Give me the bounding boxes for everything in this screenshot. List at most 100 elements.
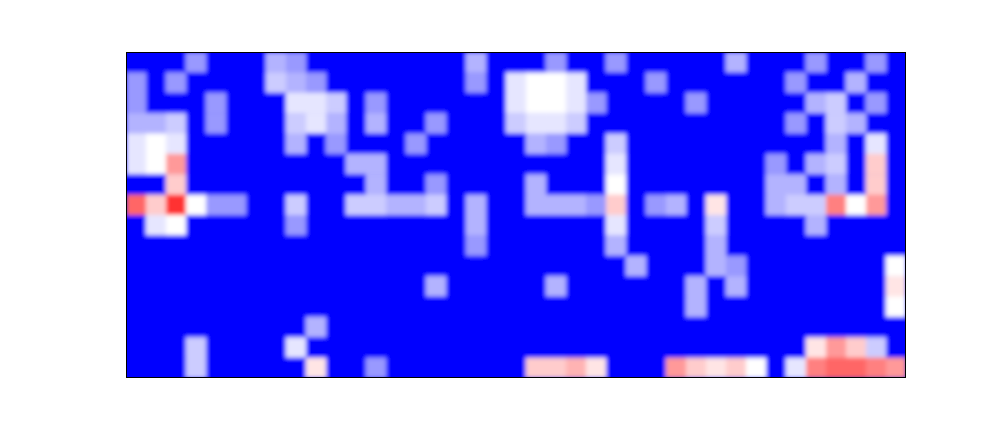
heat-cell — [546, 134, 567, 155]
heat-cell — [306, 113, 327, 134]
heat-cell — [706, 113, 727, 134]
heat-cell — [706, 337, 727, 358]
heat-cell — [326, 317, 347, 338]
heat-cell — [666, 256, 687, 277]
heat-cell — [186, 195, 207, 216]
heat-cell — [746, 134, 767, 155]
heat-cell — [166, 317, 187, 338]
heat-cell — [606, 174, 627, 195]
heat-cell — [886, 134, 906, 155]
heat-cell — [246, 154, 267, 175]
heat-cell — [406, 72, 427, 93]
heat-cell — [886, 215, 906, 236]
heat-cell — [526, 72, 547, 93]
heat-cell — [386, 195, 407, 216]
heat-cell — [386, 317, 407, 338]
heat-cell — [546, 317, 567, 338]
heat-cell — [326, 52, 347, 73]
heat-cell — [126, 113, 147, 134]
heat-cell — [806, 93, 827, 114]
heat-cell — [886, 358, 906, 378]
heat-cell — [246, 215, 267, 236]
heat-cell — [246, 337, 267, 358]
heat-cell — [366, 195, 387, 216]
heat-cell — [266, 134, 287, 155]
heat-cell — [186, 52, 207, 73]
heat-cell — [666, 317, 687, 338]
heat-cell — [866, 195, 887, 216]
heat-cell — [746, 276, 767, 297]
heat-cell — [426, 154, 447, 175]
heat-cell — [546, 235, 567, 256]
heat-cell — [206, 113, 227, 134]
heat-cell — [706, 93, 727, 114]
heat-cell — [146, 215, 167, 236]
heat-cell — [606, 256, 627, 277]
heat-cell — [846, 297, 867, 318]
heat-cell — [226, 235, 247, 256]
heat-cell — [206, 235, 227, 256]
heat-cell — [306, 195, 327, 216]
heat-cell — [586, 72, 607, 93]
heat-cell — [806, 195, 827, 216]
heat-cell — [286, 297, 307, 318]
heat-cell — [506, 195, 527, 216]
heat-cell — [466, 154, 487, 175]
heat-cell — [766, 256, 787, 277]
heat-cell — [786, 113, 807, 134]
heat-cell — [606, 113, 627, 134]
heat-cell — [526, 297, 547, 318]
heat-cell — [466, 134, 487, 155]
heat-cell — [606, 93, 627, 114]
heat-cell — [286, 134, 307, 155]
heat-cell — [126, 256, 147, 277]
heat-cell — [466, 174, 487, 195]
heat-cell — [666, 134, 687, 155]
heat-cell — [446, 337, 467, 358]
heat-cell — [786, 174, 807, 195]
heat-cell — [746, 256, 767, 277]
heat-cell — [826, 154, 847, 175]
heat-cell — [726, 235, 747, 256]
heat-cell — [566, 337, 587, 358]
heat-cell — [486, 195, 507, 216]
heat-cell — [426, 317, 447, 338]
heat-cell — [866, 276, 887, 297]
heat-cell — [526, 93, 547, 114]
heat-cell — [466, 256, 487, 277]
heat-cell — [806, 52, 827, 73]
heat-cell — [726, 276, 747, 297]
heat-cell — [866, 113, 887, 134]
heat-cell — [646, 215, 667, 236]
heat-cell — [606, 215, 627, 236]
heat-cell — [606, 358, 627, 378]
heat-cell — [706, 195, 727, 216]
heat-cell — [606, 195, 627, 216]
heat-cell — [706, 134, 727, 155]
heat-cell — [546, 297, 567, 318]
heat-cell — [526, 134, 547, 155]
heat-cell — [726, 195, 747, 216]
heat-cell — [386, 297, 407, 318]
heat-cell — [506, 235, 527, 256]
heat-cell — [586, 93, 607, 114]
heat-cell — [886, 154, 906, 175]
heat-cell — [826, 235, 847, 256]
heat-cell — [746, 317, 767, 338]
heat-cell — [326, 215, 347, 236]
heat-cell — [566, 134, 587, 155]
heat-cell — [126, 337, 147, 358]
heat-cell — [646, 235, 667, 256]
heat-cell — [746, 72, 767, 93]
heat-cell — [746, 358, 767, 378]
heat-cell — [886, 72, 906, 93]
heat-cell — [726, 134, 747, 155]
heat-cell — [446, 297, 467, 318]
heat-cell — [266, 113, 287, 134]
heat-cell — [886, 113, 906, 134]
heat-cell — [686, 276, 707, 297]
heat-cell — [706, 358, 727, 378]
heat-cell — [166, 276, 187, 297]
heat-cell — [286, 174, 307, 195]
heat-cell — [526, 235, 547, 256]
